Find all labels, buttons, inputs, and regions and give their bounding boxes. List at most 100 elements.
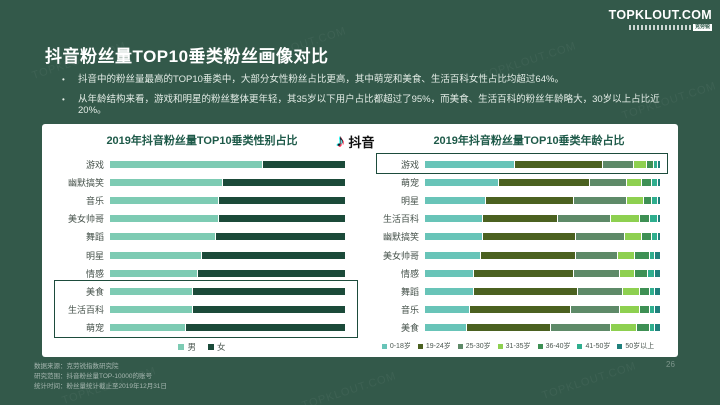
bar-segment (483, 215, 557, 223)
bar-segment (425, 215, 483, 223)
page-number: 26 (666, 360, 675, 369)
bar-segment (655, 287, 660, 295)
bar-segment (611, 215, 639, 223)
bar-segment (647, 269, 655, 277)
bar-segment (202, 251, 345, 259)
bullet-icon: • (62, 95, 65, 104)
bullet-text: 从年龄结构来看，游戏和明星的粉丝整体更年轻，其35岁以下用户占比都超过了95%，… (78, 94, 660, 116)
bar-segment (474, 287, 578, 295)
stacked-bar (425, 324, 660, 332)
age-chart-title: 2019年抖音粉丝量TOP10垂类年龄占比 (433, 135, 625, 147)
category-label: 游戏 (85, 159, 104, 170)
watermark-text: TOPKLOUT.COM (540, 360, 639, 402)
legend-swatch-icon (617, 343, 623, 349)
page-title: 抖音粉丝量TOP10垂类粉丝画像对比 (45, 47, 329, 66)
legend-label: 女 (217, 342, 226, 352)
bar-segment (603, 160, 634, 168)
bar-segment (578, 287, 622, 295)
bar-segment (425, 287, 474, 295)
bar-segment (646, 160, 654, 168)
legend-item: 41-50岁 (577, 341, 610, 351)
category-label: 美女帅哥 (382, 250, 419, 261)
category-label: 舞蹈 (400, 286, 419, 297)
bar-segment (622, 287, 639, 295)
category-label: 明星 (85, 250, 104, 261)
bar-segment (216, 233, 345, 241)
stacked-bar (425, 233, 660, 241)
chart-row: 生活百科 (376, 210, 661, 228)
data-source-footer: 数据来源：克劳锐指数研究院 研究范围：抖音粉丝量TOP-10000的账号 统计时… (34, 362, 167, 392)
bar-segment (654, 160, 657, 168)
summary-bullets: • 抖音中的粉丝量最高的TOP10垂类中，大部分女性粉丝占比更高，其中萌宠和美食… (62, 74, 662, 125)
stacked-bar (110, 306, 345, 314)
bar-segment (550, 324, 611, 332)
bar-segment (110, 196, 218, 204)
bar-segment (652, 178, 657, 186)
category-label: 情感 (400, 268, 419, 279)
chart-row: 幽默搞笑 (376, 228, 660, 246)
stacked-bar (425, 306, 660, 314)
bar-segment (652, 233, 657, 241)
stacked-bar (425, 287, 660, 295)
chart-row: 生活百科 (58, 301, 346, 319)
bar-segment (652, 196, 657, 204)
bar-segment (480, 251, 575, 259)
legend-item: 男 (178, 341, 196, 353)
bar-segment (639, 287, 649, 295)
bar-segment (627, 196, 644, 204)
stacked-bar (425, 269, 660, 277)
bar-segment (110, 324, 185, 332)
bar-segment (639, 306, 649, 314)
douyin-logo-label: 抖音 (348, 134, 375, 150)
chart-row: 情感 (58, 264, 346, 282)
stacked-bar (110, 269, 345, 277)
legend-swatch-icon (457, 343, 463, 349)
age-chart: 2019年抖音粉丝量TOP10垂类年龄占比 游戏 萌宠 明星 生活百科 幽默搞笑 美女帅哥… (376, 132, 668, 350)
bar-segment (649, 306, 655, 314)
bar-segment (425, 233, 483, 241)
bar-segment (618, 251, 635, 259)
legend-swatch-icon (537, 343, 543, 349)
bar-segment (192, 306, 345, 314)
category-label: 幽默搞笑 (67, 177, 104, 188)
bar-segment (110, 233, 216, 241)
bar-segment (657, 196, 661, 204)
brand-tagline-strip: 克劳锐 (609, 24, 712, 31)
bar-segment (110, 287, 192, 295)
stacked-bar (110, 160, 345, 168)
legend-item: 36-40岁 (537, 341, 570, 351)
bar-segment (657, 215, 661, 223)
bar-segment (641, 233, 652, 241)
legend-swatch-icon (417, 343, 423, 349)
bar-segment (515, 160, 603, 168)
bar-segment (649, 251, 655, 259)
legend-label: 31-35岁 (505, 343, 531, 350)
bar-segment (634, 160, 646, 168)
legend-swatch-icon (178, 344, 185, 350)
bar-segment (573, 196, 627, 204)
legend-swatch-icon (497, 343, 503, 349)
tiktok-note-icon: ♪ (336, 131, 345, 150)
category-label: 生活百科 (67, 305, 104, 316)
bar-segment (575, 233, 624, 241)
category-label: 舞蹈 (85, 232, 104, 243)
bar-segment (649, 215, 657, 223)
bullet-item: • 抖音中的粉丝量最高的TOP10垂类中，大部分女性粉丝占比更高，其中萌宠和美食… (62, 74, 662, 85)
bar-segment (110, 251, 202, 259)
brand-logo: TOPKLOUT.COM 克劳锐 (609, 8, 712, 31)
category-label: 幽默搞笑 (382, 232, 419, 243)
bullet-item: • 从年龄结构来看，游戏和明星的粉丝整体更年轻，其35岁以下用户占比都超过了95… (62, 94, 662, 116)
bar-segment (573, 269, 620, 277)
legend-swatch-icon (208, 344, 214, 350)
legend-label: 19-24岁 (425, 343, 451, 350)
gender-chart-title: 2019年抖音粉丝量TOP10垂类性别占比 (106, 135, 298, 147)
chart-row: 音乐 (58, 191, 346, 209)
chart-row: 美食 (376, 319, 660, 337)
category-label: 萌宠 (85, 323, 104, 334)
category-label: 美食 (85, 286, 104, 297)
bar-segment (499, 178, 589, 186)
bar-segment (425, 196, 485, 204)
bar-segment (637, 324, 649, 332)
stacked-bar (425, 160, 661, 168)
